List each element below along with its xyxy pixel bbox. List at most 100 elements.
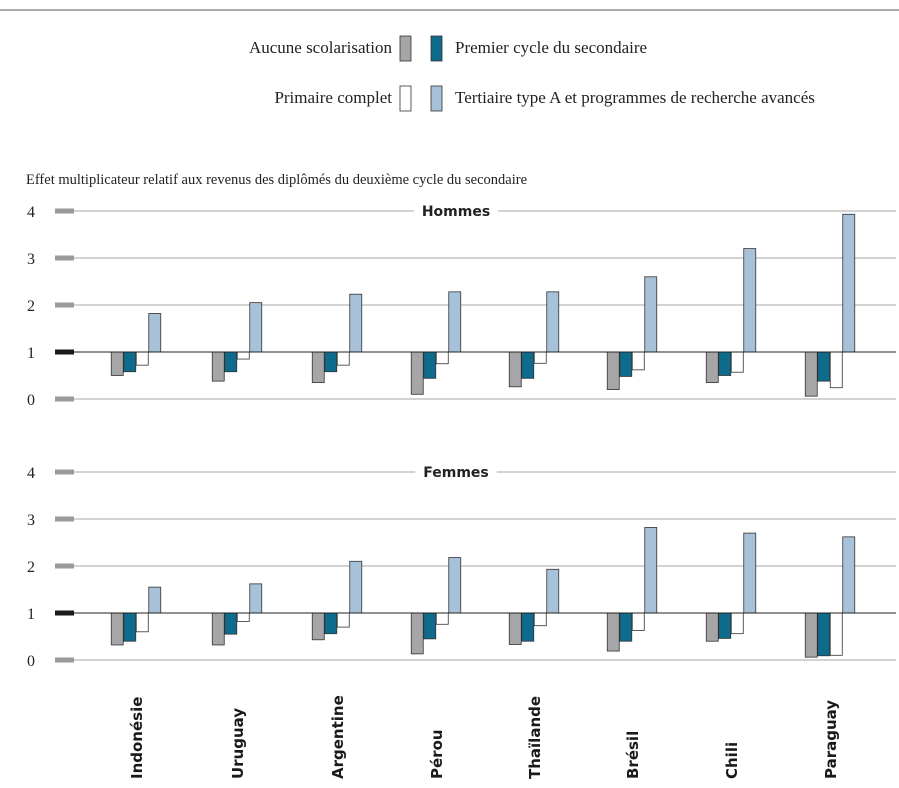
bar-hommes-argentine-aucune-scolarisation: [311, 351, 325, 383]
bar-femmes-indonesie-primaire-complet: [135, 612, 149, 633]
category-label-argentine: Argentine: [329, 695, 347, 779]
bar-femmes-bresil-primaire-complet: [631, 612, 645, 631]
category-label-indonesie: Indonésie: [128, 697, 146, 779]
tick-marker: [55, 516, 74, 522]
bar-hommes-indonesie-primaire-complet: [135, 351, 149, 366]
tick-marker: [55, 657, 74, 663]
category-label-perou: Pérou: [428, 729, 446, 779]
y-tick-label: 3: [27, 251, 35, 268]
bar-hommes-chili-premier-cycle-du-secondaire: [718, 351, 732, 376]
chart-panels: 0 1 2 3 4 Hommes 0 1 2 3 4 Femmes: [27, 203, 896, 670]
bar-hommes-uruguay-primaire-complet: [236, 351, 250, 360]
y-tick-label: 3: [27, 512, 35, 529]
bar-hommes-thailande-premier-cycle-du-secondaire: [521, 351, 535, 379]
bar-hommes-uruguay-premier-cycle-du-secondaire: [224, 351, 238, 373]
panel-hommes: 0 1 2 3 4 Hommes: [27, 203, 896, 409]
bar-femmes-thailande-tertiaire-type-a-et-programmes-de-recherche-avances: [546, 568, 560, 614]
bar-femmes-perou-tertiaire-type-a-et-programmes-de-recherche-avances: [448, 557, 462, 614]
bar-femmes-indonesie-aucune-scolarisation: [110, 612, 124, 646]
tick-marker: [55, 610, 74, 616]
bar-femmes-paraguay-tertiaire-type-a-et-programmes-de-recherche-avances: [842, 536, 856, 614]
y-tick-label: 0: [27, 392, 35, 409]
y-tick-label: 0: [27, 653, 35, 670]
bar-femmes-bresil-tertiaire-type-a-et-programmes-de-recherche-avances: [644, 527, 658, 614]
category-label-thailande: Thaïlande: [526, 696, 544, 779]
bar-hommes-argentine-premier-cycle-du-secondaire: [324, 351, 338, 373]
bar-hommes-uruguay-aucune-scolarisation: [211, 351, 225, 382]
bar-femmes-chili-aucune-scolarisation: [705, 612, 719, 642]
bar-hommes-perou-premier-cycle-du-secondaire: [423, 351, 437, 379]
legend: Aucune scolarisation Premier cycle du se…: [249, 35, 815, 112]
category-label-bresil: Brésil: [624, 731, 642, 779]
y-tick-label: 4: [27, 204, 35, 221]
bar-hommes-perou-aucune-scolarisation: [410, 351, 424, 395]
tick-marker: [55, 208, 74, 214]
bar-hommes-argentine-primaire-complet: [336, 351, 350, 366]
bar-hommes-paraguay-primaire-complet: [829, 351, 843, 389]
bar-femmes-bresil-premier-cycle-du-secondaire: [619, 612, 633, 642]
bar-hommes-paraguay-tertiaire-type-a-et-programmes-de-recherche-avances: [842, 213, 856, 353]
tick-marker: [55, 396, 74, 402]
bar-femmes-argentine-primaire-complet: [336, 612, 350, 628]
y-tick-label: 2: [27, 298, 35, 315]
bar-femmes-uruguay-primaire-complet: [236, 612, 250, 622]
bar-hommes-indonesie-aucune-scolarisation: [110, 351, 124, 376]
bar-hommes-chili-tertiaire-type-a-et-programmes-de-recherche-avances: [743, 248, 757, 353]
category-label-paraguay: Paraguay: [822, 700, 840, 779]
bar-hommes-thailande-aucune-scolarisation: [508, 351, 522, 388]
bar-hommes-perou-tertiaire-type-a-et-programmes-de-recherche-avances: [448, 291, 462, 353]
legend-swatch-primaire-complet: [399, 85, 412, 112]
panel-title-background: [415, 464, 497, 482]
bar-hommes-chili-aucune-scolarisation: [705, 351, 719, 383]
bar-hommes-chili-primaire-complet: [730, 351, 744, 373]
panel-title: Hommes: [422, 204, 490, 220]
legend-label-premier-cycle: Premier cycle du secondaire: [455, 38, 647, 57]
legend-swatch-premier-cycle: [430, 35, 443, 62]
bar-femmes-argentine-aucune-scolarisation: [311, 612, 325, 641]
bar-femmes-perou-primaire-complet: [435, 612, 449, 625]
bar-hommes-paraguay-aucune-scolarisation: [804, 351, 818, 397]
panel-title-background: [413, 203, 499, 221]
legend-label-primaire-complet: Primaire complet: [274, 88, 392, 107]
tick-marker: [55, 469, 74, 475]
tick-marker: [55, 255, 74, 261]
bar-hommes-perou-primaire-complet: [435, 351, 449, 365]
bar-hommes-bresil-primaire-complet: [631, 351, 645, 371]
tick-marker: [55, 563, 74, 569]
bar-hommes-thailande-tertiaire-type-a-et-programmes-de-recherche-avances: [546, 291, 560, 353]
bar-femmes-perou-aucune-scolarisation: [410, 612, 424, 655]
tick-marker: [55, 302, 74, 308]
bar-femmes-perou-premier-cycle-du-secondaire: [423, 612, 437, 640]
bar-femmes-uruguay-aucune-scolarisation: [211, 612, 225, 646]
bar-hommes-indonesie-premier-cycle-du-secondaire: [123, 351, 137, 373]
legend-label-aucune-scolarisation: Aucune scolarisation: [249, 38, 393, 57]
bar-femmes-thailande-aucune-scolarisation: [508, 612, 522, 645]
y-tick-label: 1: [27, 345, 35, 362]
bar-femmes-paraguay-primaire-complet: [829, 612, 843, 656]
bar-femmes-paraguay-premier-cycle-du-secondaire: [817, 612, 831, 657]
bar-hommes-bresil-aucune-scolarisation: [606, 351, 620, 390]
bar-hommes-uruguay-tertiaire-type-a-et-programmes-de-recherche-avances: [249, 302, 263, 353]
category-label-chili: Chili: [723, 742, 741, 779]
bar-femmes-thailande-primaire-complet: [533, 612, 547, 627]
bar-femmes-uruguay-premier-cycle-du-secondaire: [224, 612, 238, 635]
bar-hommes-bresil-premier-cycle-du-secondaire: [619, 351, 633, 377]
panel-title: Femmes: [423, 465, 489, 481]
bar-hommes-thailande-primaire-complet: [533, 351, 547, 364]
bar-femmes-argentine-tertiaire-type-a-et-programmes-de-recherche-avances: [349, 560, 363, 614]
y-tick-label: 1: [27, 606, 35, 623]
bar-femmes-indonesie-premier-cycle-du-secondaire: [123, 612, 137, 642]
bar-hommes-bresil-tertiaire-type-a-et-programmes-de-recherche-avances: [644, 276, 658, 353]
bar-femmes-chili-tertiaire-type-a-et-programmes-de-recherche-avances: [743, 532, 757, 614]
y-tick-label: 2: [27, 559, 35, 576]
bar-femmes-argentine-premier-cycle-du-secondaire: [324, 612, 338, 635]
bar-hommes-argentine-tertiaire-type-a-et-programmes-de-recherche-avances: [349, 293, 363, 353]
bar-femmes-paraguay-aucune-scolarisation: [804, 612, 818, 658]
bar-femmes-uruguay-tertiaire-type-a-et-programmes-de-recherche-avances: [249, 583, 263, 614]
bar-femmes-thailande-premier-cycle-du-secondaire: [521, 612, 535, 642]
bar-femmes-chili-primaire-complet: [730, 612, 744, 635]
y-tick-label: 4: [27, 465, 35, 482]
category-labels: Indonésie Uruguay Argentine Pérou Thaïlande B…: [128, 695, 840, 779]
